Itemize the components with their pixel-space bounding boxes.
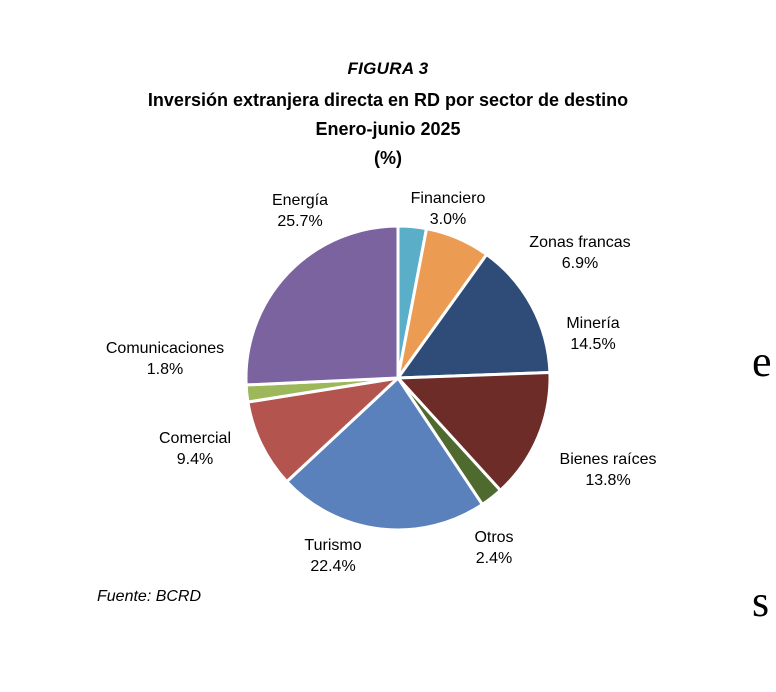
slice-label-mineria: Minería 14.5%: [543, 313, 643, 355]
slice-name: Minería: [566, 315, 620, 332]
slice-value: 9.4%: [176, 451, 214, 468]
slice-value: 14.5%: [570, 336, 616, 353]
pie-slice-mineria: [396, 253, 552, 380]
slice-label-turismo: Turismo 22.4%: [283, 535, 383, 577]
slice-label-bienes-raices: Bienes raíces 13.8%: [538, 449, 678, 491]
slice-name: Otros: [474, 529, 514, 546]
cropped-edge-text: s: [752, 577, 770, 626]
slice-name: Bienes raíces: [559, 451, 657, 468]
cropped-edge-text: e: [752, 337, 772, 386]
slice-name: Energía: [271, 192, 329, 209]
pie-slice-energia: [244, 224, 400, 387]
chart-unit: (%): [374, 148, 402, 168]
figure-number: FIGURA 3: [347, 59, 429, 78]
slice-value: 13.8%: [585, 472, 631, 489]
source-note: Fuente: BCRD: [97, 588, 202, 605]
slice-value: 3.0%: [429, 211, 467, 228]
pie-slice-turismo: [285, 376, 484, 532]
pie-slice-bienes-raices: [396, 371, 552, 492]
slice-label-financiero: Financiero 3.0%: [398, 188, 498, 230]
slice-value: 6.9%: [561, 255, 599, 272]
slice-value: 2.4%: [475, 550, 513, 567]
slice-name: Zonas francas: [529, 234, 631, 251]
pie-slice-comercial: [246, 376, 400, 484]
slice-name: Comercial: [158, 430, 231, 447]
slice-name: Turismo: [304, 537, 362, 554]
chart-subtitle: Enero-junio 2025: [315, 119, 461, 139]
slice-value: 1.8%: [146, 361, 184, 378]
slice-value: 25.7%: [277, 213, 323, 230]
chart-title: Inversión extranjera directa en RD por s…: [147, 90, 629, 110]
slice-name: Comunicaciones: [105, 340, 225, 357]
slice-label-energia: Energía 25.7%: [250, 190, 350, 232]
slice-label-zonas-francas: Zonas francas 6.9%: [505, 232, 655, 274]
slice-label-comercial: Comercial 9.4%: [140, 428, 250, 470]
slice-label-otros: Otros 2.4%: [454, 527, 534, 569]
slice-name: Financiero: [410, 190, 486, 207]
slice-value: 22.4%: [310, 558, 356, 575]
slice-label-comunicaciones: Comunicaciones 1.8%: [80, 338, 250, 380]
